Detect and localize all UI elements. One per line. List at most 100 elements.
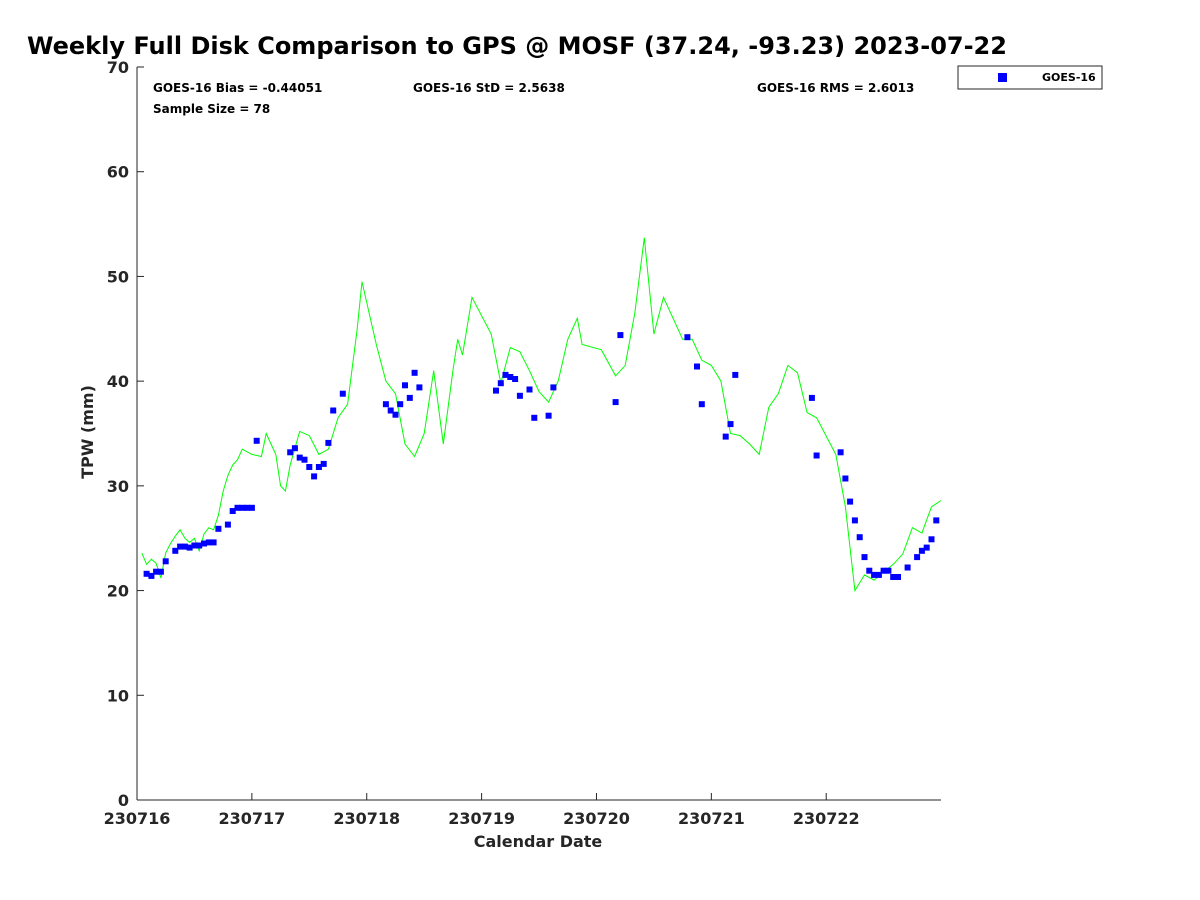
y-axis-ticks: 0 10 20 30 40 50 60 70 (107, 58, 144, 810)
x-axis-label: Calendar Date (474, 832, 603, 851)
goes16-point (153, 568, 160, 575)
std-annotation: GOES-16 StD = 2.5638 (413, 81, 565, 95)
goes16-point (172, 547, 179, 554)
goes16-point (856, 534, 863, 541)
goes16-point (387, 407, 394, 414)
goes16-point (497, 380, 504, 387)
goes16-point (502, 371, 509, 378)
goes16-point (315, 464, 322, 470)
y-tick-label: 30 (107, 477, 129, 496)
x-tick-label: 230722 (793, 809, 860, 828)
goes16-point (531, 414, 538, 421)
goes16-point (234, 504, 241, 511)
goes16-point (493, 387, 499, 394)
goes16-point (224, 521, 231, 528)
goes16-point (306, 464, 313, 470)
goes16-point (210, 539, 217, 546)
goes16-point (143, 570, 150, 577)
goes16-point (871, 571, 878, 578)
goes16-point (923, 544, 930, 551)
goes16-point (162, 558, 169, 565)
goes16-series (143, 332, 940, 580)
goes16-point (808, 394, 815, 401)
x-tick-label: 230721 (678, 809, 745, 828)
goes16-point (694, 363, 700, 370)
goes16-point (847, 498, 854, 505)
goes16-point (866, 567, 873, 574)
goes16-point (837, 449, 844, 456)
goes16-point (291, 445, 298, 452)
goes16-point (880, 567, 887, 574)
goes16-point (698, 401, 705, 408)
goes16-point (933, 517, 940, 524)
sample-size-annotation: Sample Size = 78 (153, 102, 270, 116)
goes16-point (550, 384, 557, 391)
goes16-point (861, 554, 868, 561)
y-tick-label: 60 (107, 163, 129, 182)
goes16-point (148, 572, 155, 579)
plot-area (136, 67, 942, 801)
x-tick-label: 230720 (563, 809, 630, 828)
y-tick-label: 10 (107, 686, 129, 705)
goes16-point (215, 525, 222, 532)
goes16-point (526, 386, 533, 393)
goes16-point (196, 542, 203, 549)
gps-series (141, 237, 942, 593)
goes16-point (191, 542, 198, 549)
goes16-point (229, 508, 236, 514)
y-tick-label: 20 (107, 582, 129, 601)
goes16-point (392, 411, 399, 418)
goes16-point (904, 564, 911, 571)
goes16-point (248, 504, 255, 511)
y-tick-label: 70 (107, 58, 129, 77)
goes16-point (875, 571, 882, 578)
goes16-point (382, 401, 389, 408)
goes16-point (895, 574, 901, 580)
goes16-point (201, 540, 207, 547)
goes16-point (177, 543, 184, 550)
goes16-point (205, 539, 212, 546)
gps-line (141, 237, 942, 593)
goes16-point (885, 567, 892, 574)
goes16-point (186, 544, 193, 551)
goes16-point (253, 437, 260, 444)
bias-annotation: GOES-16 Bias = -0.44051 (153, 81, 322, 95)
y-tick-label: 40 (107, 372, 129, 391)
goes16-point (411, 369, 418, 376)
chart-title: Weekly Full Disk Comparison to GPS @ MOS… (27, 32, 1007, 60)
goes16-point (612, 399, 619, 406)
goes16-point (617, 332, 624, 339)
goes16-point (311, 473, 318, 480)
goes16-point (722, 433, 729, 440)
goes16-point (181, 543, 188, 550)
x-tick-label: 230718 (333, 809, 400, 828)
goes16-point (813, 452, 820, 459)
legend-label-goes16: GOES-16 (1042, 71, 1096, 84)
goes16-point (339, 390, 346, 397)
legend-box (957, 65, 1103, 90)
goes16-point (928, 536, 935, 543)
goes16-point (416, 384, 423, 391)
goes16-point (727, 421, 734, 428)
goes16-point (287, 449, 294, 456)
x-tick-label: 230717 (218, 809, 285, 828)
x-tick-label: 230716 (104, 809, 171, 828)
goes16-point (330, 407, 337, 414)
x-axis-ticks: 230716 230717 230718 230719 230720 230721 2307… (104, 793, 860, 828)
goes16-point (320, 460, 327, 467)
goes16-point (301, 456, 308, 463)
goes16-point (516, 392, 523, 399)
goes16-point (244, 504, 251, 511)
goes16-point (402, 382, 408, 389)
goes16-point (397, 401, 404, 408)
goes16-point (842, 475, 849, 482)
rms-annotation: GOES-16 RMS = 2.6013 (757, 81, 914, 95)
goes16-point (684, 334, 691, 341)
goes16-point (406, 394, 413, 401)
goes16-point (512, 376, 519, 382)
y-axis-label: TPW (mm) (78, 385, 97, 479)
goes16-point (239, 504, 246, 511)
goes16-point (890, 574, 897, 580)
goes16-point (296, 454, 303, 461)
